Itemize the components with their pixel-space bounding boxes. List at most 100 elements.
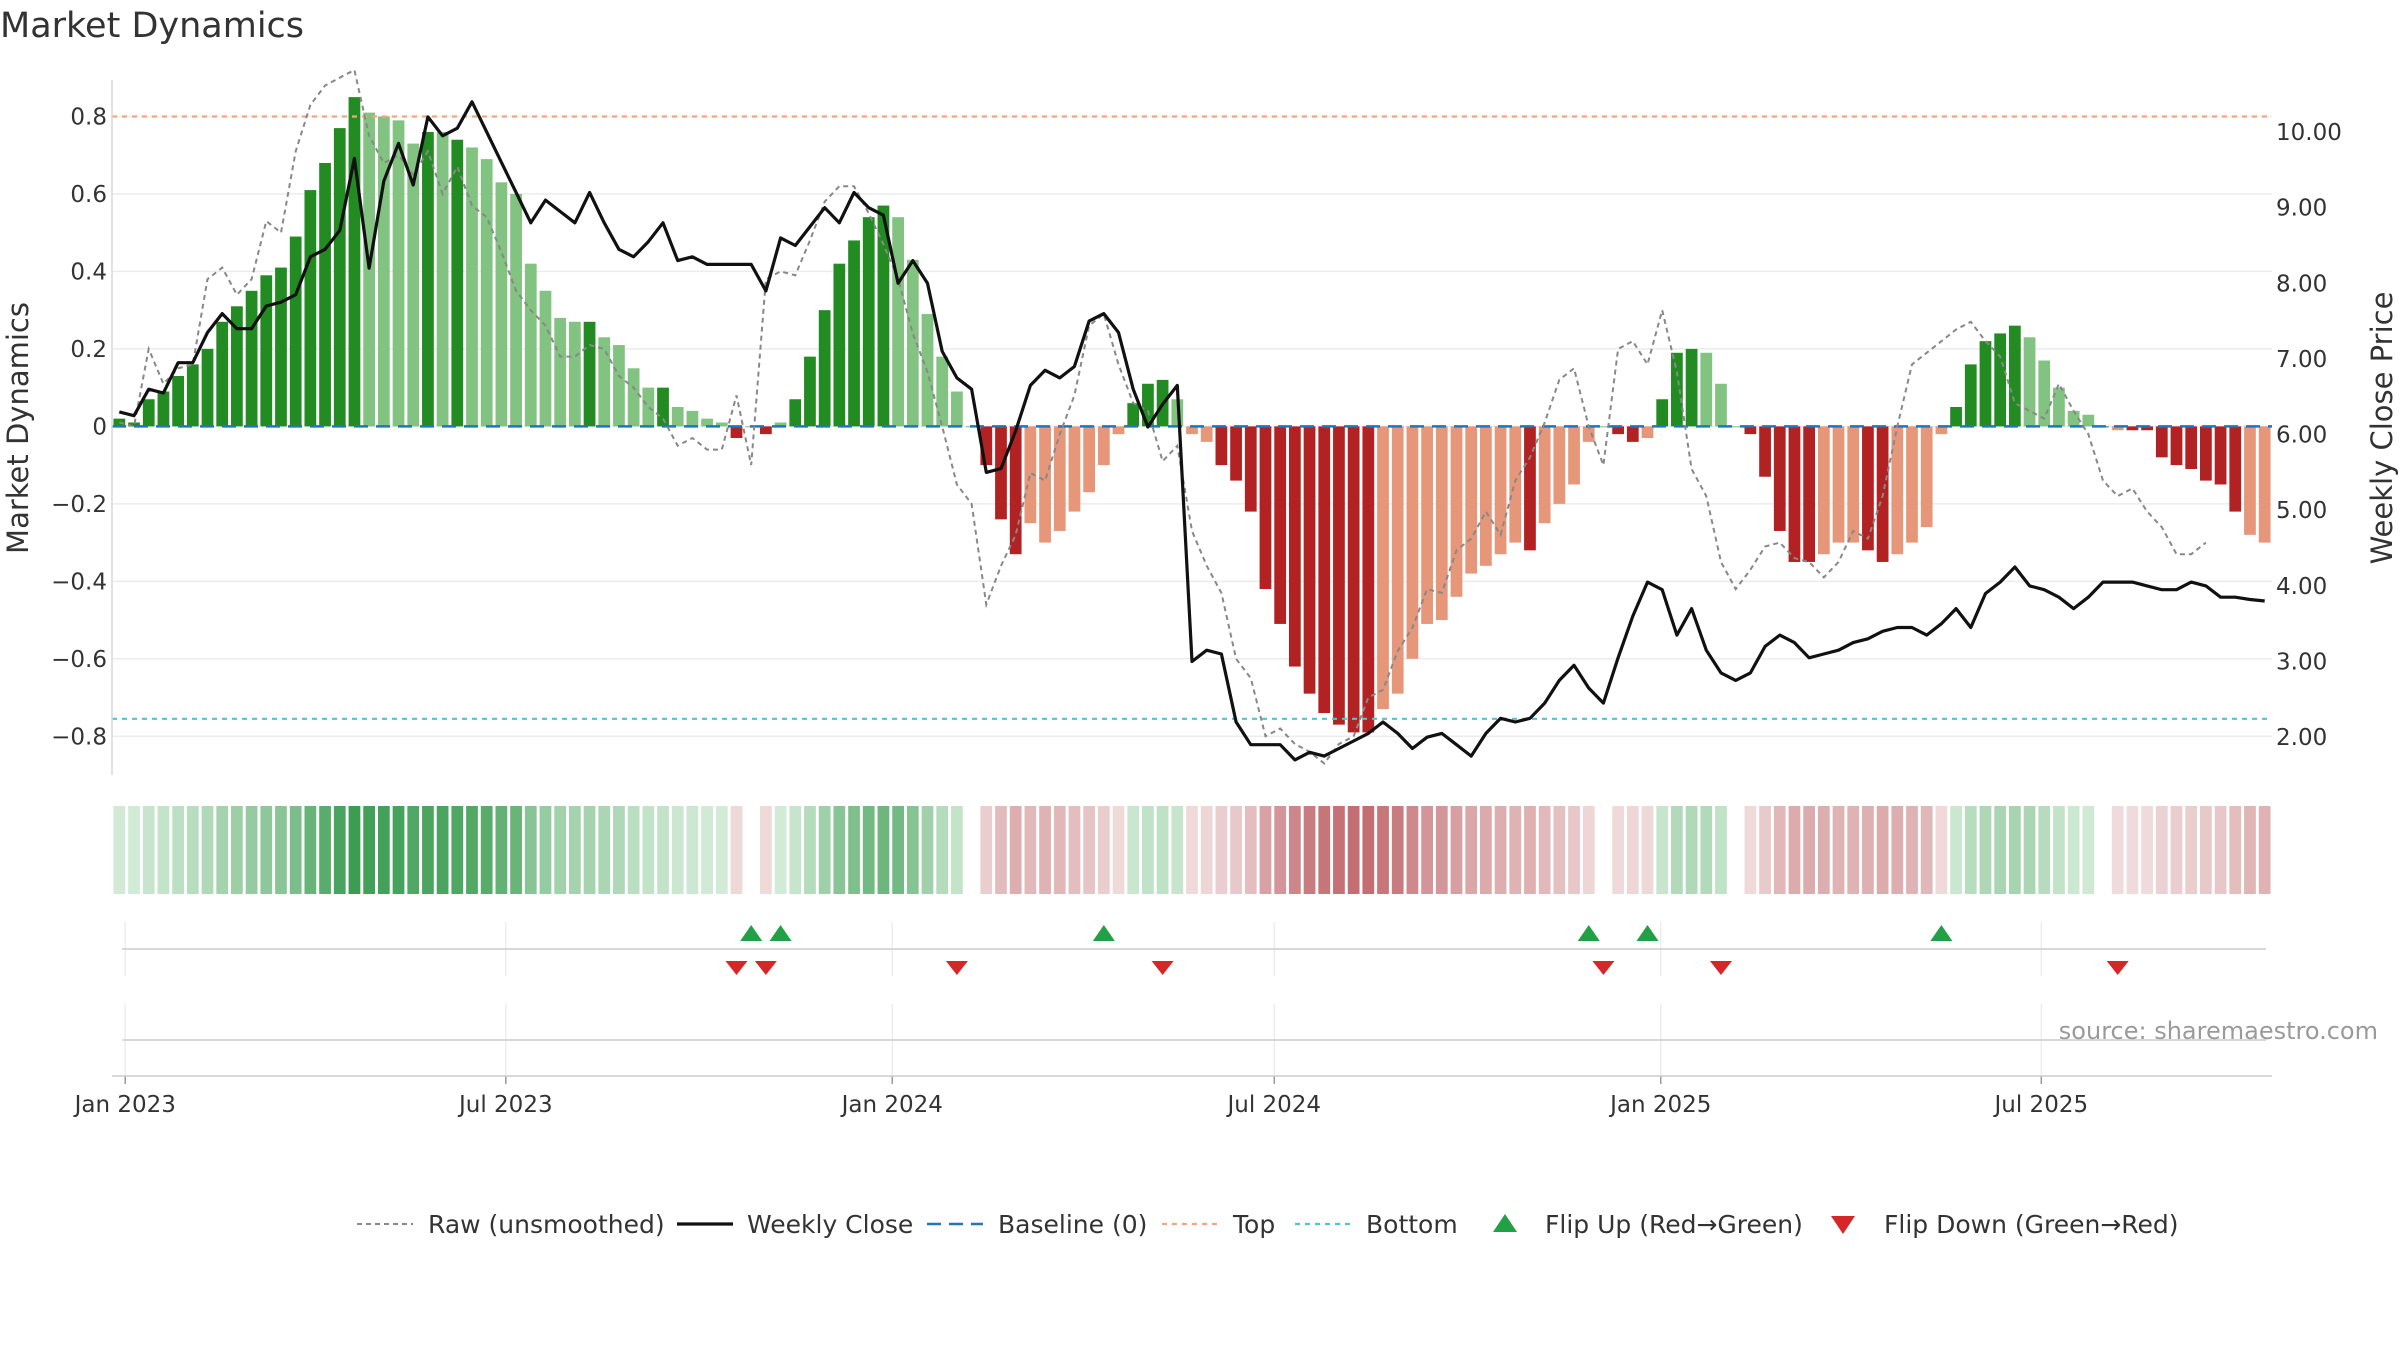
heat-cell: [2200, 806, 2212, 894]
heat-cell: [539, 806, 552, 894]
legend-label: Baseline (0): [998, 1210, 1147, 1239]
dynamics-bar: [1553, 426, 1566, 504]
heat-cell: [1333, 806, 1345, 894]
legend-swatch-flip-down: [1831, 1216, 1855, 1234]
dynamics-bar: [422, 131, 434, 427]
dynamics-bar: [480, 159, 493, 427]
legend-label: Top: [1232, 1210, 1275, 1239]
dynamics-bar: [1406, 426, 1419, 659]
dynamics-bar: [1994, 333, 2007, 427]
heat-cell: [1935, 806, 1948, 894]
dynamics-bar: [436, 131, 449, 427]
heat-cell: [142, 806, 155, 894]
dynamics-bar: [906, 259, 919, 427]
dynamics-bar: [216, 321, 229, 427]
legend-label: Flip Down (Green→Red): [1884, 1210, 2179, 1239]
dynamics-bar: [1068, 426, 1081, 512]
dynamics-bar: [1377, 426, 1389, 710]
heat-cell: [980, 806, 993, 894]
dynamics-bar: [1186, 426, 1198, 435]
dynamics-bar: [627, 368, 640, 427]
dynamics-bar: [789, 399, 802, 427]
dynamics-bar: [1862, 426, 1874, 551]
heat-cell: [848, 806, 860, 894]
dynamics-bar: [2214, 426, 2227, 485]
dynamics-bar: [2258, 426, 2271, 543]
dynamics-bar: [319, 162, 331, 427]
dynamics-bar: [2244, 426, 2256, 535]
heat-cell: [289, 806, 302, 894]
heat-cell: [730, 806, 743, 894]
heat-cell: [1406, 806, 1419, 894]
dynamics-bar: [598, 337, 611, 427]
dynamics-bar: [1230, 426, 1242, 481]
heat-cell: [1156, 806, 1169, 894]
heat-cell: [1803, 806, 1816, 894]
heat-cell: [1142, 806, 1154, 894]
dynamics-bar: [1244, 426, 1257, 512]
legend-label: Weekly Close: [747, 1210, 913, 1239]
flip-markers-panel: [122, 922, 2266, 976]
heat-cell: [1303, 806, 1316, 894]
dynamics-bar: [2111, 426, 2124, 431]
dynamics-bar: [1465, 426, 1478, 574]
dynamics-bar: [1803, 426, 1816, 562]
heat-cell: [1259, 806, 1272, 894]
heat-cell: [186, 806, 199, 894]
dynamics-bar: [275, 267, 287, 427]
dynamics-bar: [128, 422, 140, 427]
heat-cell: [231, 806, 243, 894]
dynamics-bar: [1964, 364, 1977, 427]
heat-cell: [1215, 806, 1228, 894]
dynamics-bar: [466, 147, 478, 427]
right-tick-label: 9.00: [2276, 196, 2327, 222]
heat-cell: [995, 806, 1007, 894]
dynamics-bar: [568, 321, 581, 427]
dynamics-bar: [377, 116, 390, 427]
right-tick-label: 7.00: [2276, 347, 2327, 373]
heat-cell: [715, 806, 728, 894]
dynamics-bar: [862, 217, 875, 427]
heat-cell: [2038, 806, 2051, 894]
left-axis-title: Market Dynamics: [1, 302, 35, 554]
dynamics-bar: [1362, 426, 1375, 733]
heat-cell: [1862, 806, 1874, 894]
heat-cell: [1964, 806, 1977, 894]
dynamics-bar: [1906, 426, 1918, 543]
dynamics-bar: [715, 422, 728, 427]
heat-cell: [1318, 806, 1331, 894]
heat-cell: [818, 806, 831, 894]
dynamics-bar: [892, 217, 904, 427]
heat-cell: [333, 806, 346, 894]
heat-cell: [524, 806, 537, 894]
x-tick-label: Jul 2024: [1225, 1092, 1321, 1118]
dynamics-bar: [848, 240, 860, 427]
dynamics-bar: [995, 426, 1007, 520]
heat-cell: [1715, 806, 1727, 894]
flip-down-marker: [1592, 961, 1615, 975]
dynamics-bar: [1950, 407, 1962, 427]
flip-up-marker: [740, 925, 763, 941]
dynamics-bar: [1303, 426, 1316, 694]
x-tick-label: Jul 2025: [1993, 1092, 2089, 1118]
source-label: source: sharemaestro.com: [2059, 1017, 2378, 1045]
dynamics-bar: [1568, 426, 1580, 485]
legend-label: Raw (unsmoothed): [428, 1210, 665, 1239]
legend-label: Bottom: [1366, 1210, 1458, 1239]
dynamics-bar: [1626, 426, 1639, 442]
dynamics-bar: [495, 182, 508, 427]
heat-cell: [1759, 806, 1771, 894]
heat-cell: [1377, 806, 1389, 894]
dynamics-bar: [2008, 325, 2021, 427]
heat-cell: [1097, 806, 1110, 894]
heat-cell: [877, 806, 890, 894]
dynamics-bar: [1524, 426, 1536, 551]
dynamics-bar: [172, 376, 184, 427]
flip-down-marker: [1709, 961, 1732, 975]
right-axis-title: Weekly Close Price: [2365, 292, 2399, 565]
heat-cell: [495, 806, 508, 894]
dynamics-bar: [407, 143, 420, 427]
dynamics-bar: [186, 364, 199, 427]
heat-cell: [1950, 806, 1962, 894]
